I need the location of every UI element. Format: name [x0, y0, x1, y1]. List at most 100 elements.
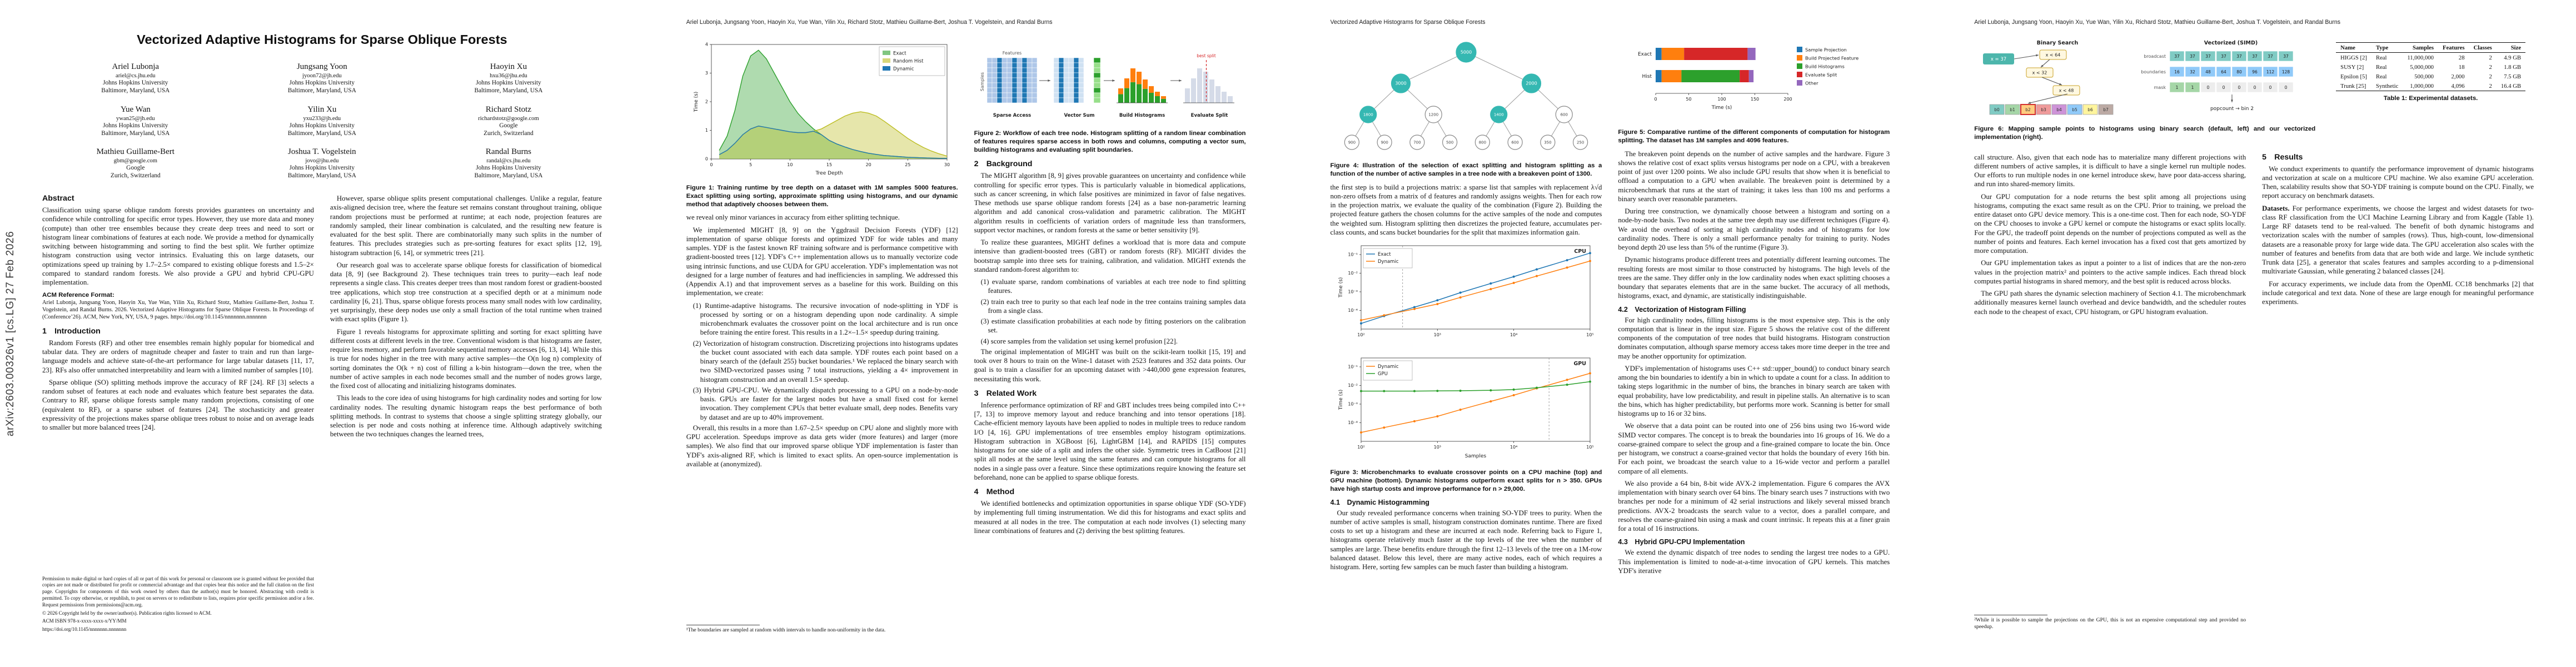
svg-text:128: 128	[2282, 69, 2290, 74]
footnote-block-2: ²While it is possible to sample the proj…	[1974, 614, 2246, 631]
list-item: (1) Runtime-adaptive histograms. The rec…	[692, 301, 958, 337]
svg-text:Time (s): Time (s)	[694, 92, 699, 113]
table-cell: 4.9 GB	[2504, 54, 2522, 61]
related-work-heading: 3 Related Work	[974, 389, 1037, 398]
table-cell: 2	[2489, 73, 2492, 80]
svg-text:64: 64	[2221, 69, 2226, 74]
svg-text:b1: b1	[2010, 107, 2015, 112]
svg-text:10²: 10²	[1357, 445, 1364, 450]
paragraph: the first step is to build a projections…	[1330, 183, 1602, 236]
svg-text:200: 200	[1783, 97, 1792, 102]
svg-text:Other: Other	[1805, 81, 1818, 86]
method-continued: the first step is to build a projections…	[1331, 183, 1602, 237]
svg-text:Build Projected Feature: Build Projected Feature	[1805, 56, 1858, 61]
paragraph: We conduct experiments to quantify the p…	[2262, 165, 2534, 200]
author-block: Yue Wan ywan25@jh.edu Johns Hopkins Univer…	[42, 105, 229, 137]
paragraph: Inference performance optimization of RF…	[974, 401, 1246, 481]
running-header-authors: Ariel Lubonja, Jungsang Yoon, Haoyin Xu,…	[1974, 19, 2341, 26]
svg-text:0: 0	[2207, 85, 2210, 90]
paragraph: For accuracy experiments, we include dat…	[2262, 280, 2534, 306]
svg-text:112: 112	[2266, 69, 2275, 74]
svg-text:b0: b0	[1994, 107, 2000, 112]
dynamic-histogramming-paragraphs: Our study revealed performance concerns …	[1331, 509, 1602, 572]
background-paragraphs-2: The original implementation of MIGHT was…	[974, 347, 1246, 384]
table-cell: 2	[2489, 63, 2492, 71]
paragraph: Our research goal was to accelerate spar…	[330, 261, 602, 323]
table-cell: 5,000,000	[2410, 63, 2434, 71]
svg-text:0: 0	[710, 162, 713, 167]
svg-text:10⁴: 10⁴	[1510, 445, 1517, 450]
svg-text:GPU: GPU	[1378, 371, 1388, 377]
svg-text:900: 900	[1348, 141, 1356, 145]
section-4-1-heading: 4.1 Dynamic Histogramming	[1330, 498, 1429, 506]
svg-text:0: 0	[2223, 85, 2225, 90]
author-block: Randal Burns randal@cs.jhu.edu Johns Hopki…	[415, 147, 602, 180]
author-name: Richard Stotz	[485, 104, 531, 114]
svg-text:1200: 1200	[1428, 113, 1438, 117]
svg-text:CPU: CPU	[1574, 248, 1586, 255]
doi-link[interactable]: https://doi.org/10.1145/nnnnnnn.nnnnnnn	[42, 626, 127, 633]
svg-text:3000: 3000	[1395, 81, 1406, 86]
svg-text:GPU: GPU	[1573, 361, 1586, 367]
paragraph: The MIGHT algorithm [8, 9] gives provabl…	[974, 172, 1246, 234]
introduction-continued: However, sparse oblique splits present c…	[330, 194, 602, 439]
page-2: Ariel Lubonja, Jungsang Yoon, Haoyin Xu,…	[644, 0, 1288, 667]
table-row: Trunk [25] Synthetic 1,000,000 4,096 2 16.4 G…	[2336, 81, 2526, 91]
author-name: Mathieu Guillame-Bert	[96, 147, 175, 156]
svg-text:Binary Search: Binary Search	[2037, 40, 2079, 46]
svg-text:best split: best split	[1197, 53, 1215, 58]
svg-text:4: 4	[705, 42, 708, 47]
figure-6: Binary Search Vectorized (SIMD) x = 37 x < …	[1974, 37, 2315, 146]
author-location: Zurich, Switzerland	[484, 130, 534, 137]
figure-1-caption: Figure 1: Training runtime by tree depth…	[686, 185, 958, 208]
results-paragraphs: We conduct experiments to quantify the p…	[2262, 165, 2534, 307]
author-affiliation: Johns Hopkins University	[476, 164, 541, 171]
abstract-text: Classification using sparse oblique rand…	[42, 206, 314, 287]
page-1: arXiv:2603.00326v1 [cs.LG] 27 Feb 2026 V…	[0, 0, 644, 667]
svg-text:37: 37	[2174, 54, 2180, 59]
svg-text:10⁴: 10⁴	[1510, 332, 1517, 337]
svg-text:Samples: Samples	[980, 72, 985, 91]
svg-text:900: 900	[1381, 141, 1388, 145]
table-header: Name	[2340, 44, 2355, 51]
svg-text:100: 100	[1717, 97, 1726, 102]
table-row: Epsilon [5] Real 500,000 2,000 2 7.5 GB	[2336, 72, 2525, 81]
list-item: (3) estimate classification probabilitie…	[980, 317, 1246, 335]
table-cell: 11,000,000	[2407, 54, 2434, 61]
author-email: jovo@jhu.edu	[305, 157, 339, 164]
svg-text:Tree Depth: Tree Depth	[815, 171, 843, 176]
svg-text:b2: b2	[2025, 107, 2031, 112]
author-block: Mathieu Guillame-Bert gbm@google.com Googl…	[42, 147, 229, 180]
author-name: Yilin Xu	[307, 104, 337, 114]
contributions-list: (1) Runtime-adaptive histograms. The rec…	[686, 301, 958, 422]
figure-4-caption: Figure 4: Illustration of the selection …	[1330, 162, 1602, 177]
table-cell: Trunk [25]	[2340, 82, 2366, 89]
figure-2-node-workflow-diagram: Features Samples best split Sparse Access Ve…	[980, 51, 1235, 118]
paragraph: we reveal only minor variances in accura…	[686, 213, 900, 222]
svg-text:15: 15	[826, 162, 832, 167]
svg-text:x < 64: x < 64	[2046, 53, 2061, 58]
svg-text:Dynamic: Dynamic	[1378, 364, 1399, 370]
svg-text:Build Histograms: Build Histograms	[1805, 64, 1845, 69]
paragraph: call structure. Also, given that each no…	[1974, 153, 2246, 188]
svg-text:5: 5	[749, 162, 752, 167]
hybrid-gpu-cpu-continued: call structure. Also, given that each no…	[1974, 153, 2246, 316]
svg-text:1: 1	[2191, 85, 2194, 90]
svg-text:10⁻³: 10⁻³	[1348, 402, 1358, 407]
author-location: Baltimore, Maryland, USA	[101, 130, 170, 137]
acm-reference-heading: ACM Reference Format:	[42, 292, 114, 299]
author-email: randal@cs.jhu.edu	[486, 157, 531, 164]
svg-text:Build Histograms: Build Histograms	[1119, 113, 1165, 118]
svg-text:3: 3	[705, 71, 708, 76]
table-cell: 28	[2458, 54, 2465, 61]
svg-text:0: 0	[705, 157, 708, 162]
page2-left-column: 0 5 10 15 20 25 30 0 1 2 3 4 Tree Depth Time (s) Exact…	[686, 38, 958, 634]
running-header-title: Vectorized Adaptive Histograms for Spars…	[1330, 19, 1486, 26]
paragraph: Dynamic histograms produce different tre…	[1618, 256, 1890, 300]
svg-text:10⁻²: 10⁻²	[1348, 271, 1358, 276]
background-list: (1) evaluate sparse, random combinations…	[974, 277, 1246, 346]
datasets-table: Name Type Samples Features Classes Size HIGGS …	[2336, 42, 2526, 91]
svg-text:b5: b5	[2072, 107, 2077, 112]
svg-text:50: 50	[1686, 97, 1691, 102]
